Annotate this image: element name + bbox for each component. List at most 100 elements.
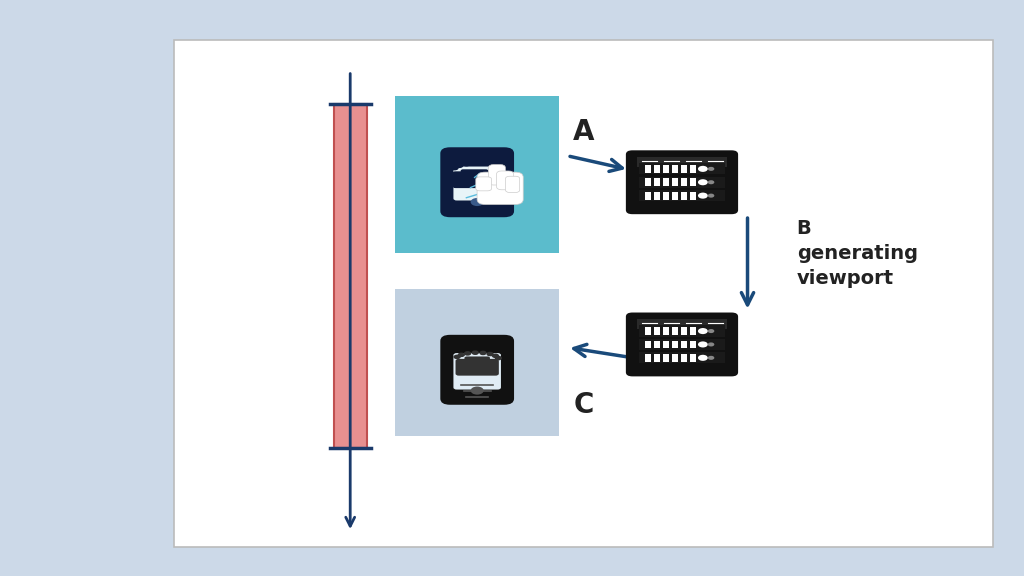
Bar — [653, 340, 660, 348]
Circle shape — [456, 163, 464, 168]
FancyBboxPatch shape — [453, 171, 497, 188]
Circle shape — [495, 356, 502, 361]
Bar — [653, 192, 660, 199]
Bar — [643, 210, 662, 214]
FancyBboxPatch shape — [477, 172, 523, 204]
Bar — [395, 289, 559, 435]
Circle shape — [708, 329, 715, 333]
Bar — [645, 179, 651, 186]
Bar — [395, 96, 559, 253]
Circle shape — [471, 161, 479, 166]
Bar — [681, 165, 687, 173]
Bar — [639, 190, 725, 201]
Bar — [469, 347, 485, 350]
Bar — [645, 327, 651, 335]
Circle shape — [486, 352, 494, 357]
Circle shape — [463, 161, 471, 166]
Bar — [681, 327, 687, 335]
Bar — [653, 179, 660, 186]
FancyBboxPatch shape — [461, 169, 488, 177]
Circle shape — [698, 328, 708, 334]
Bar — [702, 372, 721, 376]
FancyBboxPatch shape — [456, 359, 499, 376]
Circle shape — [464, 351, 471, 355]
Bar — [653, 165, 660, 173]
Bar — [681, 354, 687, 362]
FancyBboxPatch shape — [454, 166, 501, 200]
Bar — [643, 372, 662, 376]
Bar — [672, 340, 678, 348]
Text: A: A — [573, 118, 594, 146]
Circle shape — [708, 342, 715, 347]
Bar — [681, 192, 687, 199]
Bar — [645, 165, 651, 173]
Circle shape — [497, 166, 505, 172]
Bar — [645, 354, 651, 362]
Bar — [645, 192, 651, 199]
Circle shape — [698, 179, 708, 185]
FancyBboxPatch shape — [476, 177, 492, 191]
FancyBboxPatch shape — [465, 357, 489, 365]
Circle shape — [492, 354, 499, 358]
Bar — [639, 325, 725, 336]
Circle shape — [708, 194, 715, 198]
Circle shape — [451, 165, 459, 170]
Bar — [639, 177, 725, 188]
Bar — [672, 354, 678, 362]
Circle shape — [698, 342, 708, 347]
Bar — [653, 327, 660, 335]
Bar — [639, 163, 725, 175]
Circle shape — [471, 198, 483, 206]
Circle shape — [708, 180, 715, 184]
FancyBboxPatch shape — [440, 147, 514, 217]
Bar — [690, 340, 696, 348]
Bar — [702, 210, 721, 214]
Text: C: C — [573, 391, 594, 419]
Bar — [681, 179, 687, 186]
Circle shape — [494, 164, 502, 169]
Text: B
generating
viewport: B generating viewport — [797, 219, 918, 287]
Bar — [681, 340, 687, 348]
Bar — [690, 192, 696, 199]
Circle shape — [471, 386, 483, 395]
Circle shape — [471, 350, 479, 355]
Circle shape — [479, 161, 487, 166]
Bar — [672, 179, 678, 186]
FancyBboxPatch shape — [626, 150, 738, 214]
Bar — [663, 192, 670, 199]
Bar — [467, 160, 487, 164]
Bar — [639, 353, 725, 363]
Circle shape — [698, 166, 708, 172]
FancyBboxPatch shape — [506, 176, 519, 192]
Bar — [637, 319, 727, 329]
Bar — [637, 157, 727, 167]
Bar — [672, 192, 678, 199]
Bar — [690, 354, 696, 362]
Bar — [672, 327, 678, 335]
FancyBboxPatch shape — [488, 165, 506, 185]
FancyBboxPatch shape — [440, 335, 514, 405]
Bar — [690, 179, 696, 186]
Circle shape — [454, 355, 461, 359]
Bar — [690, 165, 696, 173]
Bar — [334, 104, 367, 448]
Circle shape — [487, 162, 496, 167]
FancyBboxPatch shape — [497, 171, 513, 190]
FancyBboxPatch shape — [454, 353, 501, 389]
Circle shape — [698, 355, 708, 361]
Circle shape — [708, 167, 715, 171]
Bar — [690, 327, 696, 335]
Circle shape — [698, 192, 708, 199]
Bar — [663, 327, 670, 335]
Bar — [639, 339, 725, 350]
Circle shape — [479, 351, 486, 355]
Circle shape — [458, 353, 465, 357]
Bar — [663, 354, 670, 362]
Bar — [663, 179, 670, 186]
Bar — [663, 165, 670, 173]
Bar — [645, 340, 651, 348]
FancyBboxPatch shape — [626, 313, 738, 376]
Bar — [653, 354, 660, 362]
Bar — [663, 340, 670, 348]
Circle shape — [708, 356, 715, 360]
